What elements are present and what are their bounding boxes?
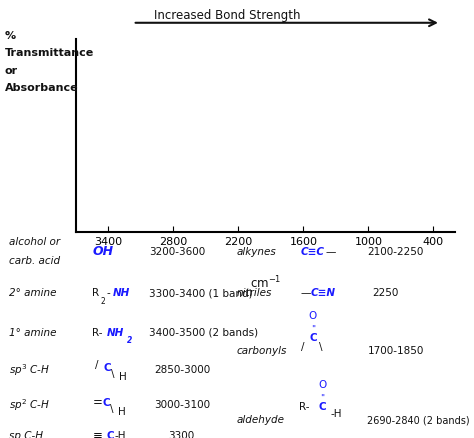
Text: nitriles: nitriles: [237, 289, 273, 298]
Text: sp C-H: sp C-H: [9, 431, 44, 438]
Text: 2: 2: [101, 297, 106, 306]
Text: -: -: [107, 289, 110, 298]
Text: 3400-3500 (2 bands): 3400-3500 (2 bands): [149, 328, 258, 338]
Text: /: /: [95, 360, 98, 370]
Text: C: C: [309, 333, 317, 343]
Text: carb. acid: carb. acid: [9, 256, 61, 266]
Text: 2100-2250: 2100-2250: [367, 247, 424, 257]
Text: NH: NH: [107, 328, 124, 338]
Text: OH: OH: [92, 245, 114, 258]
Text: ": ": [311, 325, 315, 334]
Text: H: H: [118, 372, 126, 381]
Text: \: \: [111, 369, 114, 378]
Text: cm$^{-1}$: cm$^{-1}$: [250, 275, 281, 291]
Text: Increased Bond Strength: Increased Bond Strength: [154, 9, 301, 22]
Text: O: O: [318, 381, 327, 390]
Text: 3300: 3300: [168, 431, 194, 438]
Text: C: C: [107, 431, 114, 438]
Text: Transmittance: Transmittance: [5, 48, 94, 58]
Text: \: \: [319, 342, 322, 352]
Text: aldehyde: aldehyde: [237, 416, 285, 425]
Text: Absorbance: Absorbance: [5, 83, 78, 93]
Text: 1° amine: 1° amine: [9, 328, 57, 338]
Text: 2250: 2250: [372, 289, 399, 298]
Text: 3300-3400 (1 band): 3300-3400 (1 band): [149, 289, 253, 298]
Text: \: \: [110, 404, 114, 413]
Text: ": ": [320, 394, 324, 403]
Text: R-: R-: [92, 328, 103, 338]
Text: ≡: ≡: [92, 429, 102, 438]
Text: 1700-1850: 1700-1850: [367, 346, 424, 357]
Text: 2° amine: 2° amine: [9, 289, 57, 298]
Text: carbonyls: carbonyls: [237, 346, 287, 357]
Text: 3000-3100: 3000-3100: [154, 400, 210, 410]
Text: $sp^3$ C-H: $sp^3$ C-H: [9, 362, 51, 378]
Text: =: =: [92, 396, 102, 410]
Text: C: C: [103, 398, 110, 408]
Text: NH: NH: [112, 289, 129, 298]
Text: alkynes: alkynes: [237, 247, 277, 257]
Text: R: R: [92, 289, 100, 298]
Text: C: C: [103, 363, 111, 373]
Text: /: /: [301, 342, 304, 352]
Text: C≡C: C≡C: [301, 247, 325, 257]
Text: $sp^2$ C-H: $sp^2$ C-H: [9, 397, 51, 413]
Text: 3200-3600: 3200-3600: [149, 247, 206, 257]
Text: C≡N: C≡N: [310, 289, 336, 298]
Text: -H: -H: [115, 431, 126, 438]
Text: 2850-3000: 2850-3000: [154, 365, 210, 375]
Text: —: —: [326, 247, 336, 257]
Text: or: or: [5, 66, 18, 76]
Text: %: %: [5, 31, 16, 41]
Text: 2: 2: [127, 336, 132, 345]
Text: -H: -H: [331, 409, 342, 419]
Text: C: C: [319, 403, 326, 412]
Text: —: —: [301, 289, 311, 298]
Text: 2690-2840 (2 bands): 2690-2840 (2 bands): [367, 416, 470, 425]
Text: R-: R-: [299, 403, 309, 412]
Text: alcohol or: alcohol or: [9, 237, 61, 247]
Text: O: O: [309, 311, 317, 321]
Text: H: H: [118, 407, 126, 417]
